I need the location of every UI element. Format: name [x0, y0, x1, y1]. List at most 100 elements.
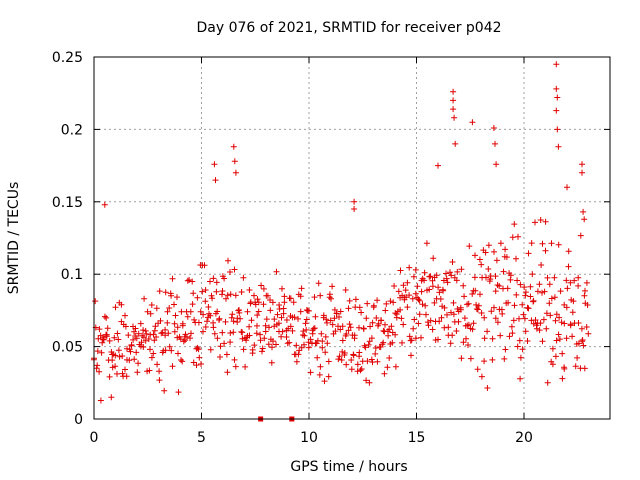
data-point	[517, 354, 524, 361]
data-point	[118, 301, 125, 308]
data-point	[184, 277, 191, 284]
y-tick-label: 0.25	[52, 50, 83, 66]
data-point	[408, 352, 414, 359]
data-point	[345, 305, 352, 312]
data-point	[574, 354, 581, 361]
data-point	[95, 335, 102, 342]
data-point	[567, 322, 574, 329]
data-point	[345, 327, 352, 334]
data-point	[380, 339, 387, 346]
data-point	[180, 338, 187, 345]
data-point	[549, 345, 556, 352]
data-point	[363, 377, 370, 384]
data-point	[122, 366, 128, 373]
data-points	[90, 61, 592, 422]
data-point	[189, 278, 196, 285]
data-point	[161, 387, 168, 394]
data-point	[333, 310, 340, 317]
data-point	[301, 341, 307, 348]
data-point	[293, 342, 300, 349]
data-point	[489, 335, 496, 342]
data-point	[448, 272, 455, 279]
data-point	[386, 355, 393, 361]
data-point	[174, 294, 180, 301]
x-tick-label: 15	[408, 430, 426, 446]
data-point	[538, 262, 545, 268]
data-point	[264, 292, 271, 299]
data-point	[430, 255, 437, 262]
data-point	[558, 319, 565, 326]
data-point	[115, 336, 122, 343]
data-point	[131, 356, 138, 363]
data-point	[278, 333, 285, 340]
data-point	[336, 314, 342, 320]
data-point	[492, 288, 499, 295]
data-point	[146, 367, 153, 374]
data-point	[229, 311, 236, 318]
data-point	[271, 316, 278, 323]
data-point	[255, 308, 262, 315]
data-point	[352, 296, 359, 303]
data-point	[400, 321, 407, 328]
y-tick-label: 0.15	[52, 195, 83, 211]
data-point	[223, 295, 229, 302]
data-point	[521, 315, 528, 322]
data-point	[119, 353, 126, 359]
data-point	[570, 298, 577, 305]
data-point	[517, 375, 524, 382]
data-point	[140, 344, 147, 350]
data-point	[472, 252, 478, 259]
y-tick-label: 0.05	[52, 340, 83, 356]
data-point	[399, 339, 405, 346]
axis-ticks: 0 5 10 15 20 0 0.05 0.1 0.15 0.2 0.25	[52, 50, 610, 446]
data-point	[554, 94, 561, 101]
data-point	[565, 263, 572, 270]
data-point	[572, 363, 579, 370]
data-point	[548, 240, 555, 247]
data-point	[251, 292, 257, 299]
data-point	[476, 256, 483, 263]
data-point	[427, 317, 434, 324]
data-point	[162, 326, 169, 333]
data-point	[429, 283, 436, 290]
data-point	[295, 351, 302, 358]
data-point	[273, 268, 280, 275]
data-point	[581, 292, 588, 299]
data-point	[580, 208, 587, 215]
data-point	[575, 340, 582, 347]
data-point	[529, 271, 536, 278]
data-point	[453, 328, 460, 334]
data-point	[312, 313, 319, 320]
data-point	[156, 377, 163, 384]
data-point	[183, 333, 190, 340]
data-point	[116, 353, 123, 360]
data-point	[187, 335, 193, 342]
data-point	[348, 357, 355, 363]
data-point	[171, 320, 178, 327]
data-point	[451, 114, 458, 121]
data-point	[262, 328, 269, 335]
data-point	[537, 217, 544, 223]
data-point	[269, 344, 275, 351]
data-point	[460, 339, 467, 346]
data-point	[354, 368, 361, 375]
data-point	[232, 169, 239, 176]
data-point	[230, 143, 237, 150]
data-point	[239, 329, 246, 336]
x-tick-label: 20	[515, 430, 533, 446]
data-point	[341, 352, 348, 358]
data-point	[227, 330, 234, 336]
data-point	[449, 259, 456, 265]
data-point	[467, 355, 474, 362]
data-point	[210, 275, 217, 282]
data-point	[431, 299, 438, 306]
data-point	[539, 240, 546, 247]
data-point	[565, 248, 572, 255]
plot-frame	[93, 56, 611, 420]
data-point	[482, 249, 489, 256]
data-point	[539, 338, 546, 345]
data-point	[178, 357, 184, 363]
data-point	[372, 350, 379, 357]
data-point	[94, 348, 101, 355]
